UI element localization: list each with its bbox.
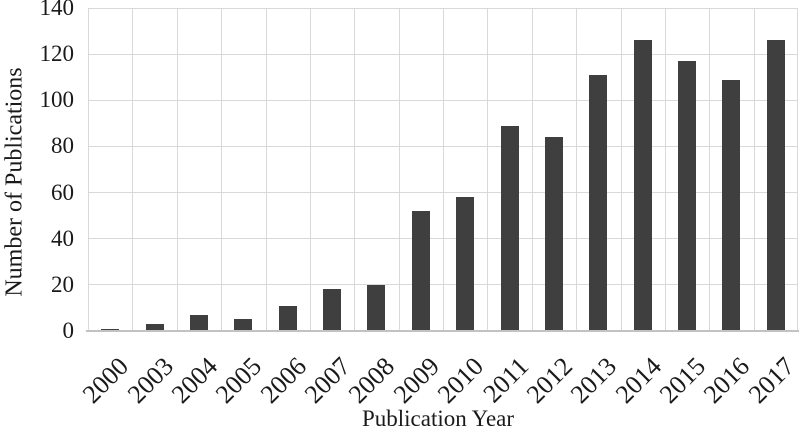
- gridline-v-5: [310, 8, 311, 331]
- x-axis-tick-label-2012: 2012: [520, 351, 579, 409]
- x-axis-tick-label-2007: 2007: [298, 351, 357, 409]
- bar-2011: [500, 126, 519, 331]
- gridline-v-15: [754, 8, 755, 331]
- x-axis-tick-label-2006: 2006: [254, 351, 312, 409]
- bar-2006: [278, 306, 297, 331]
- y-axis-tick-label-20: 20: [51, 271, 74, 297]
- x-axis-tick-label-2014: 2014: [609, 351, 667, 409]
- bar-2014: [633, 40, 652, 331]
- y-axis-tick-label-40: 40: [51, 225, 74, 251]
- gridline-v-8: [443, 8, 444, 331]
- gridline-v-16: [797, 8, 798, 331]
- gridline-v-9: [487, 8, 488, 331]
- x-axis-tick-label-2010: 2010: [432, 351, 490, 409]
- gridline-v-10: [532, 8, 533, 331]
- gridline-v-1: [132, 8, 133, 331]
- x-axis-tick-label-2004: 2004: [165, 351, 224, 409]
- bar-2004: [189, 315, 208, 331]
- bar-2015: [678, 61, 697, 331]
- x-axis-tick-label-2011: 2011: [477, 351, 534, 409]
- x-axis-tick-label-2008: 2008: [343, 351, 401, 409]
- gridline-v-12: [621, 8, 622, 331]
- x-axis-tick-label-2013: 2013: [565, 351, 623, 409]
- gridline-v-11: [576, 8, 577, 331]
- bar-2013: [589, 75, 608, 331]
- gridline-v-6: [354, 8, 355, 331]
- gridline-v-13: [665, 8, 666, 331]
- x-axis-tick-label-2005: 2005: [210, 351, 268, 409]
- x-axis-line: [86, 330, 799, 332]
- gridline-v-3: [221, 8, 222, 331]
- x-axis-title: Publication Year: [361, 406, 515, 431]
- y-axis-tick-label-120: 120: [39, 41, 75, 67]
- bar-2010: [456, 197, 475, 331]
- bar-2003: [145, 324, 164, 331]
- gridline-v-0: [88, 8, 89, 331]
- plot-area: [88, 7, 798, 332]
- bar-2009: [411, 211, 430, 331]
- y-axis-tick-label-100: 100: [39, 87, 75, 113]
- y-axis-tick-label-0: 0: [62, 318, 75, 343]
- bar-2007: [323, 289, 342, 331]
- x-axis-tick-label-2015: 2015: [653, 351, 712, 409]
- x-axis-tick-label-2003: 2003: [121, 351, 179, 409]
- y-axis-tick-label-60: 60: [51, 179, 74, 205]
- x-axis-tick-label-2009: 2009: [387, 351, 445, 409]
- bar-2008: [367, 285, 386, 331]
- gridline-v-14: [709, 8, 710, 331]
- x-axis-tick-label-2016: 2016: [698, 351, 756, 409]
- gridline-v-7: [399, 8, 400, 331]
- bar-2012: [544, 137, 563, 331]
- bar-2005: [234, 319, 253, 331]
- x-axis-tick-label-2000: 2000: [77, 351, 135, 409]
- gridline-v-2: [177, 8, 178, 331]
- bar-2016: [722, 80, 741, 331]
- bar-2017: [766, 40, 785, 331]
- y-axis-tick-label-140: 140: [39, 0, 75, 20]
- gridline-v-4: [266, 8, 267, 331]
- y-axis-tick-label-80: 80: [51, 133, 74, 159]
- x-axis-tick-label-2017: 2017: [742, 351, 800, 409]
